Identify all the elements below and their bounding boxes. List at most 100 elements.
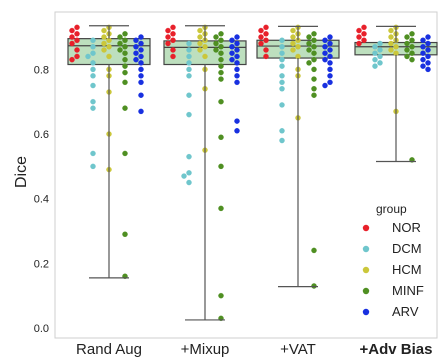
data-point-arv — [234, 66, 240, 73]
data-point-arv — [234, 79, 240, 86]
data-point-arv — [327, 79, 333, 86]
data-point-nor — [361, 24, 367, 31]
data-point-arv — [234, 127, 240, 134]
data-point-hcm — [290, 27, 296, 34]
data-point-dcm — [186, 111, 192, 118]
data-point-arv — [327, 40, 333, 47]
data-point-minf — [404, 53, 410, 60]
data-point-minf — [213, 40, 219, 47]
data-point-nor — [170, 24, 176, 31]
data-point-dcm — [279, 85, 285, 92]
data-point-minf — [311, 37, 317, 44]
data-point-dcm — [377, 47, 383, 53]
data-point-minf — [218, 98, 224, 105]
data-point-hcm — [197, 47, 203, 53]
legend-title: group — [376, 202, 407, 216]
x-tick-label: Rand Aug — [76, 341, 142, 358]
data-point-arv — [229, 37, 235, 44]
data-point-arv — [327, 60, 333, 66]
data-point-minf — [218, 76, 224, 82]
data-point-dcm — [90, 98, 96, 105]
data-point-dcm — [279, 73, 285, 79]
data-point-dcm — [279, 37, 285, 44]
data-point-arv — [327, 34, 333, 40]
x-tick-label: +VAT — [280, 341, 316, 358]
data-point-nor — [74, 53, 80, 60]
data-point-dcm — [90, 73, 96, 79]
data-point-dcm — [372, 50, 378, 56]
data-point-minf — [122, 50, 128, 56]
data-point-arv — [420, 37, 426, 44]
y-tick-label: 0.8 — [34, 64, 49, 76]
y-tick-label: 0.4 — [34, 194, 49, 206]
data-point-arv — [420, 50, 426, 56]
data-point-minf — [306, 47, 312, 53]
data-point-nor — [165, 27, 171, 34]
data-point-arv — [327, 53, 333, 60]
data-point-minf — [218, 63, 224, 69]
data-point-arv — [425, 66, 431, 73]
data-point-dcm — [279, 102, 285, 108]
data-point-nor — [170, 30, 176, 37]
data-point-dcm — [377, 60, 383, 66]
data-point-minf — [218, 30, 224, 37]
data-point-dcm — [279, 56, 285, 63]
data-point-nor — [170, 53, 176, 60]
data-point-dcm — [372, 43, 378, 50]
data-point-nor — [74, 30, 80, 37]
data-point-dcm — [186, 66, 192, 73]
data-point-nor — [69, 40, 75, 47]
data-point-arv — [234, 60, 240, 66]
data-point-nor — [165, 34, 171, 40]
data-point-arv — [425, 40, 431, 47]
data-point-minf — [218, 163, 224, 170]
data-point-minf — [218, 69, 224, 76]
data-point-hcm — [197, 40, 203, 47]
x-tick-label: +Mixup — [181, 341, 230, 358]
data-point-dcm — [186, 153, 192, 160]
data-point-minf — [122, 56, 128, 63]
data-point-arv — [322, 82, 328, 89]
data-point-nor — [263, 47, 269, 53]
legend-label: NOR — [392, 220, 421, 235]
data-point-dcm — [186, 40, 192, 47]
data-point-dcm — [372, 56, 378, 63]
data-point-nor — [356, 40, 362, 47]
data-point-arv — [229, 43, 235, 50]
data-point-arv — [425, 47, 431, 53]
data-point-dcm — [279, 127, 285, 134]
data-point-arv — [425, 60, 431, 66]
data-point-dcm — [186, 170, 192, 176]
data-point-dcm — [90, 66, 96, 73]
data-point-arv — [234, 34, 240, 40]
data-point-minf — [311, 43, 317, 50]
legend-label: ARV — [392, 304, 419, 319]
data-point-minf — [311, 66, 317, 73]
data-point-arv — [234, 118, 240, 124]
x-tick-label: +Adv Bias — [360, 341, 433, 358]
data-point-minf — [218, 43, 224, 50]
data-point-hcm — [202, 53, 208, 60]
data-point-dcm — [90, 82, 96, 89]
data-point-arv — [322, 56, 328, 63]
y-tick-label: 0.6 — [34, 129, 49, 141]
y-tick-label: 0.0 — [34, 323, 49, 335]
data-point-minf — [409, 56, 415, 63]
legend-marker — [362, 308, 370, 316]
data-point-arv — [420, 43, 426, 50]
data-point-minf — [117, 34, 123, 40]
data-point-dcm — [372, 63, 378, 69]
data-point-hcm — [388, 27, 394, 34]
data-point-dcm — [279, 137, 285, 144]
data-point-minf — [122, 231, 128, 238]
data-point-nor — [356, 34, 362, 40]
data-point-arv — [133, 50, 139, 56]
data-point-dcm — [90, 163, 96, 170]
legend-marker — [362, 287, 370, 295]
data-point-hcm — [388, 47, 394, 53]
data-point-nor — [74, 24, 80, 31]
data-point-dcm — [90, 60, 96, 66]
data-point-dcm — [377, 40, 383, 47]
data-point-arv — [133, 37, 139, 44]
data-point-arv — [138, 73, 144, 79]
